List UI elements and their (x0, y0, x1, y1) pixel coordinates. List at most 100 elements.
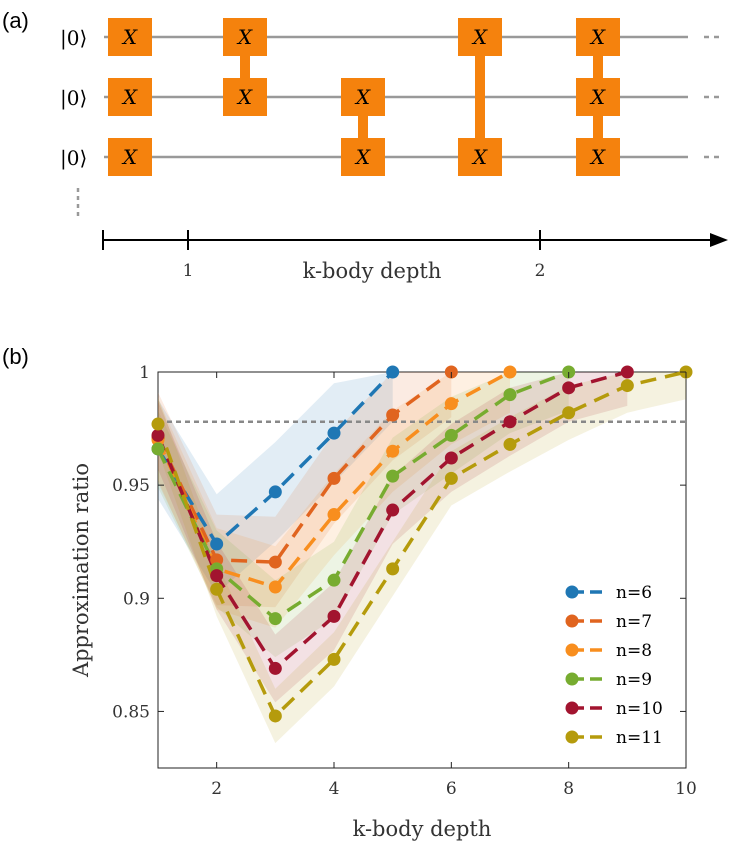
data-point-n=7 (268, 555, 282, 569)
y-tick-label: 0.85 (112, 702, 150, 722)
data-point-n=9 (386, 469, 400, 483)
x-tick-label: 2 (211, 779, 222, 799)
data-point-n=7 (210, 553, 224, 567)
data-point-n=10 (444, 451, 458, 465)
confidence-band-n=11 (158, 372, 686, 744)
x-gate (458, 18, 502, 56)
x-gate (108, 18, 152, 56)
x-gate-label: X (236, 85, 253, 109)
x-gate (223, 78, 267, 116)
data-point-n=11 (210, 582, 224, 596)
legend-entry: n=9 (565, 670, 652, 690)
ket-zero-label: |0⟩ (60, 86, 87, 111)
x-gate-label: X (121, 145, 138, 169)
x-gate (341, 138, 385, 176)
confidence-band-n=10 (158, 372, 628, 703)
x-tick-label: 8 (563, 779, 574, 799)
panel-a: (a) |0⟩ |0⟩ |0⟩ X X X X X X X X X X X X 1 2 k-body de… (2, 8, 728, 283)
data-point-n=9 (151, 442, 165, 456)
legend-label: n=8 (616, 641, 652, 661)
legend: n=6 n=7 n=8 n=9 n=10 n=11 (565, 583, 663, 748)
x-tick-label: 6 (446, 779, 457, 799)
data-point-n=9 (503, 388, 517, 402)
ket-zero-label: |0⟩ (60, 146, 87, 171)
confidence-band-n=9 (158, 372, 569, 658)
legend-marker (565, 672, 579, 686)
panel-a-label: (a) (2, 8, 29, 33)
data-point-n=6 (210, 537, 224, 551)
x-gate (108, 78, 152, 116)
data-point-n=8 (327, 508, 341, 522)
x-tick-label: 4 (329, 779, 340, 799)
legend-label: n=11 (616, 728, 663, 748)
data-point-n=11 (151, 417, 165, 431)
data-point-n=11 (503, 437, 517, 451)
gate-connector (358, 97, 368, 157)
series-line-n=7 (156, 370, 453, 564)
x-gate (576, 138, 620, 176)
x-gate (341, 78, 385, 116)
legend-entry: n=6 (565, 583, 652, 603)
circuit-depth-axis: 1 2 k-body depth (102, 230, 728, 283)
x-gate (576, 18, 620, 56)
series-line-n=9 (156, 370, 570, 621)
x-gate (223, 18, 267, 56)
x-gate (576, 78, 620, 116)
x-axis-title: k-body depth (353, 817, 492, 841)
data-point-n=10 (151, 428, 165, 442)
legend-marker (565, 643, 579, 657)
ket-zero-label: |0⟩ (60, 26, 87, 51)
gate-connector (240, 37, 250, 97)
data-point-n=10 (503, 415, 517, 429)
data-point-n=8 (444, 397, 458, 411)
data-point-n=9 (268, 612, 282, 626)
confidence-bands (158, 372, 686, 744)
data-point-n=10 (562, 381, 576, 395)
series-points (151, 365, 693, 723)
x-gate-label: X (354, 145, 371, 169)
x-gate-label: X (471, 145, 488, 169)
series-line-n=11 (156, 370, 687, 719)
x-gate-label: X (121, 85, 138, 109)
data-point-n=6 (327, 426, 341, 440)
data-point-n=7 (327, 471, 341, 485)
y-tick-label: 0.9 (123, 589, 150, 609)
x-gate-label: X (236, 25, 253, 49)
x-gate-label: X (589, 25, 606, 49)
x-gate (108, 138, 152, 176)
legend-entry: n=8 (565, 641, 652, 661)
circuit-gates: X X X X X X X X X X X X (108, 18, 620, 176)
x-gate-label: X (354, 85, 371, 109)
circuit-axis-arrow (710, 233, 728, 247)
gate-connector (475, 37, 485, 157)
legend-marker (565, 730, 579, 744)
y-tick-label: 1 (139, 363, 150, 383)
y-axis-title: Approximation ratio (69, 463, 93, 678)
legend-marker (565, 614, 579, 628)
legend-label: n=6 (616, 583, 652, 603)
circuit-axis-tick-label-2: 2 (535, 261, 546, 281)
data-point-n=7 (386, 408, 400, 422)
data-point-n=11 (444, 471, 458, 485)
x-axis-ticks: 2 4 6 8 10 (211, 372, 697, 799)
data-point-n=11 (562, 406, 576, 420)
legend-label: n=9 (616, 670, 652, 690)
plot-frame (157, 371, 687, 769)
legend-entry: n=10 (565, 699, 663, 719)
x-gate-label: X (589, 145, 606, 169)
legend-entry: n=11 (565, 728, 663, 748)
data-point-n=11 (620, 379, 634, 393)
confidence-band-n=8 (158, 372, 510, 628)
data-point-n=6 (386, 365, 400, 379)
x-tick-label: 10 (675, 779, 697, 799)
x-gate-label: X (471, 25, 488, 49)
data-point-n=8 (386, 444, 400, 458)
legend-marker (565, 585, 579, 599)
data-point-n=10 (620, 365, 634, 379)
panel-b: (b) 2 4 6 8 10 0.85 0.9 0.95 1 k-body depth App… (2, 344, 697, 841)
data-point-n=10 (327, 609, 341, 623)
legend-label: n=10 (616, 699, 663, 719)
data-point-n=8 (268, 580, 282, 594)
circuit-axis-tick-label-1: 1 (183, 261, 194, 281)
